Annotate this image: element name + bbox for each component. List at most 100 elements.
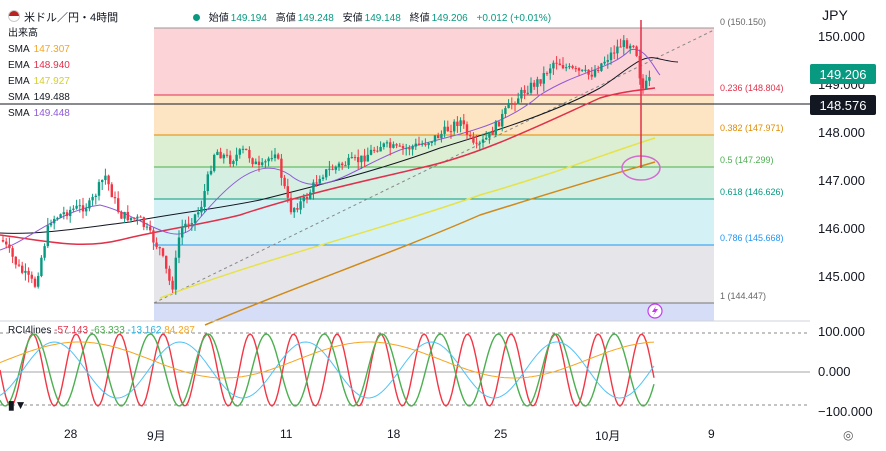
candle-body — [357, 157, 360, 163]
candle-body — [136, 216, 139, 219]
candle-body — [507, 103, 510, 109]
candle-body — [225, 154, 229, 156]
candle-body — [603, 61, 606, 64]
candle-body — [645, 80, 648, 89]
candle-body — [107, 175, 110, 185]
candle-body — [293, 208, 296, 213]
time-tick: 9 — [708, 427, 715, 441]
low-value: 149.148 — [364, 13, 401, 24]
candle-body — [245, 148, 248, 150]
candle-body — [302, 197, 305, 202]
candle-body — [197, 212, 200, 215]
rci-tick: 0.000 — [818, 364, 851, 379]
candle-body — [325, 169, 328, 178]
candle-body — [453, 121, 456, 132]
candle-body — [312, 182, 315, 193]
candle-body — [21, 265, 24, 273]
candle-body — [593, 70, 597, 77]
flag-icon — [8, 10, 20, 22]
fib-label-1: 1 (144.447) — [720, 291, 767, 301]
price-tick: 145.000 — [818, 269, 865, 284]
candle-body — [545, 73, 549, 75]
candle-body — [219, 151, 222, 159]
legend-ema-1[interactable]: EMA 148.940 — [8, 60, 70, 71]
candle-body — [78, 205, 81, 207]
candle-body — [264, 161, 267, 163]
candle-body — [81, 205, 85, 212]
candle-body — [181, 227, 184, 238]
candle-body — [11, 248, 14, 257]
gear-icon[interactable]: ◎ — [843, 428, 854, 442]
candle-body — [526, 92, 529, 94]
price-tick: 147.000 — [818, 173, 865, 188]
candle-body — [449, 131, 453, 133]
candle-body — [504, 108, 507, 114]
rci-line-3 — [0, 341, 655, 399]
candle-body — [389, 142, 392, 148]
rci-tick: −100.000 — [818, 404, 873, 419]
candle-body — [37, 275, 40, 287]
candle-body — [568, 66, 571, 68]
candle-body — [43, 246, 46, 258]
rci-legend[interactable]: RCI4lines -57.143 -63.333 -13.162 84.287 — [8, 325, 195, 336]
candle-body — [597, 70, 600, 72]
tv-logo-icon[interactable]: ▮▼ — [8, 398, 27, 412]
candle-body — [565, 67, 568, 69]
candle-body — [94, 195, 97, 197]
candle-body — [638, 55, 641, 79]
candle-body — [513, 103, 517, 105]
candle-body — [478, 142, 481, 144]
low-label: 安値 — [342, 13, 363, 24]
price-tick: 148.000 — [818, 125, 865, 140]
trend-line[interactable] — [153, 29, 715, 304]
candle-body — [414, 143, 417, 147]
candle-body — [289, 197, 293, 213]
candle-body — [238, 149, 241, 155]
candle-body — [635, 46, 638, 56]
symbol-title[interactable]: 米ドル／円・4時間 — [8, 9, 118, 25]
legend-volume[interactable]: 出来高 — [8, 28, 38, 39]
close-value: 149.206 — [431, 13, 468, 24]
candle-body — [360, 155, 363, 163]
candle-body — [62, 212, 65, 215]
legend-sma-2[interactable]: SMA 149.488 — [8, 92, 70, 103]
candle-body — [158, 247, 161, 249]
legend-sma-1[interactable]: SMA 147.307 — [8, 44, 70, 55]
candle-body — [213, 154, 216, 171]
candle-body — [321, 177, 325, 179]
candle-body — [206, 174, 209, 192]
symbol-label: 米ドル／円・4時間 — [24, 12, 119, 24]
candle-body — [376, 150, 379, 152]
sma-orange-line — [204, 161, 656, 326]
candle-body — [344, 165, 347, 167]
candle-body — [152, 230, 155, 243]
fib-zone-0236-0382 — [154, 95, 714, 135]
candle-body — [133, 217, 136, 219]
candle-body — [398, 145, 401, 147]
legend-ema-2[interactable]: EMA 147.927 — [8, 76, 70, 87]
candle-body — [421, 143, 424, 145]
time-tick: 11 — [280, 427, 293, 441]
rci-name: RCI4lines — [8, 325, 52, 336]
candle-body — [520, 89, 523, 99]
candle-body — [379, 146, 382, 152]
candle-body — [91, 196, 94, 201]
candle-body — [558, 63, 561, 66]
ema-yellow-line — [159, 137, 656, 299]
candle-body — [331, 168, 334, 170]
legend-sma-3[interactable]: SMA 149.448 — [8, 108, 70, 119]
candle-body — [235, 154, 238, 162]
rci-tick: 100.000 — [818, 324, 865, 339]
candle-body — [1, 240, 5, 242]
currency-selector[interactable]: JPY — [822, 7, 848, 23]
candle-body — [59, 214, 62, 218]
candle-body — [72, 208, 75, 210]
candle-body — [590, 74, 593, 77]
candle-body — [40, 257, 43, 276]
candle-body — [581, 69, 584, 71]
candle-body — [385, 142, 389, 144]
candle-body — [305, 197, 309, 200]
candle-body — [616, 46, 619, 54]
candle-body — [110, 184, 113, 198]
